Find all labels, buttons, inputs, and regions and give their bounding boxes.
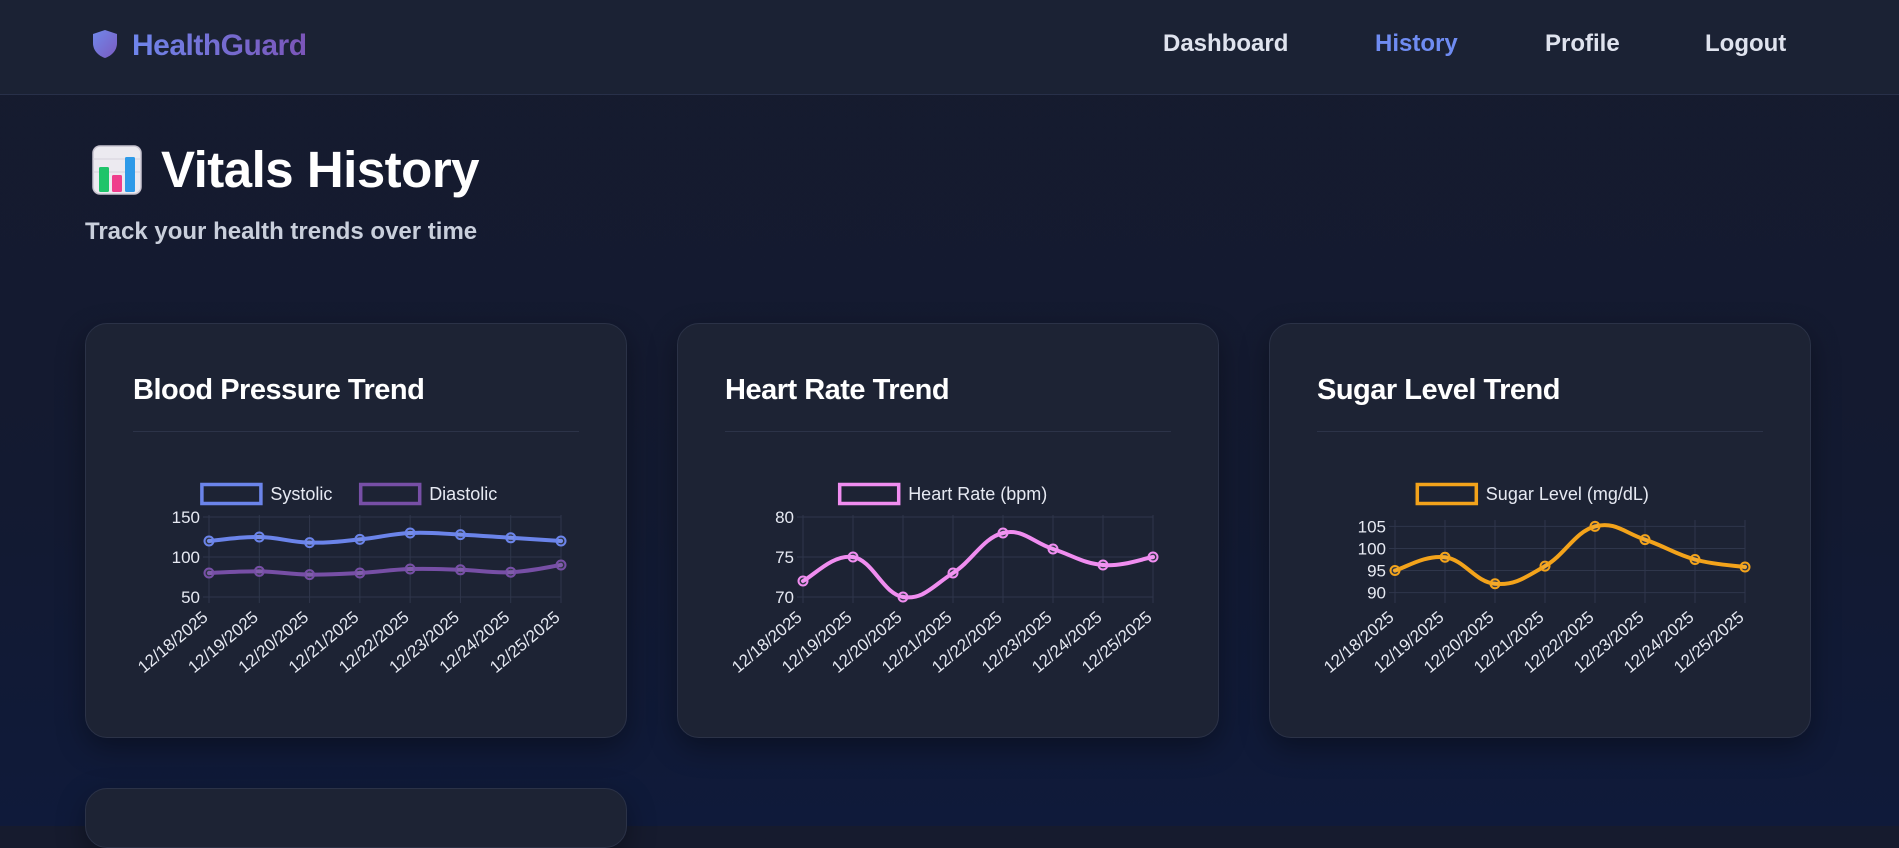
- data-point: [1539, 560, 1551, 572]
- data-point: [1689, 554, 1701, 565]
- brand-logo[interactable]: HealthGuard: [92, 28, 307, 64]
- data-point: [454, 564, 466, 576]
- chart-grid: [1389, 520, 1746, 603]
- data-point: [203, 535, 215, 547]
- data-point: [947, 567, 959, 579]
- legend-label: Systolic: [270, 484, 332, 504]
- nav-logout-link[interactable]: Logout: [1705, 30, 1787, 57]
- data-point: [797, 575, 809, 587]
- legend-swatch: [358, 482, 422, 506]
- page-subtitle: Track your health trends over time: [85, 218, 478, 245]
- data-point: [304, 537, 316, 549]
- bar-chart-icon: [92, 144, 142, 195]
- y-tick-label: 90: [1367, 584, 1386, 603]
- data-point: [1389, 565, 1401, 577]
- data-point: [404, 563, 416, 575]
- next-card-partial: [85, 788, 627, 848]
- blood-pressure-card: Blood Pressure Trend 50 100 150 12/18/2025 1…: [85, 323, 627, 738]
- data-point: [304, 569, 316, 581]
- data-point: [454, 529, 466, 541]
- data-point: [404, 527, 416, 539]
- card-divider: [1317, 431, 1763, 432]
- data-point: [555, 535, 567, 547]
- card-title: Heart Rate Trend: [725, 374, 950, 406]
- legend-label: Diastolic: [429, 484, 497, 504]
- card-title: Sugar Level Trend: [1317, 374, 1560, 406]
- y-tick-label: 105: [1358, 517, 1386, 536]
- data-point: [1589, 520, 1601, 532]
- legend-swatch: [837, 482, 901, 506]
- nav-dashboard-link[interactable]: Dashboard: [1163, 30, 1289, 57]
- data-point: [203, 567, 215, 579]
- legend-swatch: [1415, 482, 1479, 506]
- y-tick-label: 80: [775, 508, 794, 527]
- nav-profile-link[interactable]: Profile: [1545, 30, 1620, 57]
- y-tick-label: 50: [181, 588, 200, 607]
- sugar-level-card: Sugar Level Trend 90 95 100 105 12/18/2025 12…: [1269, 323, 1811, 738]
- sugar-level-chart[interactable]: 909510010512/18/202512/19/202512/20/2025…: [1270, 324, 1812, 739]
- legend-label: Sugar Level (mg/dL): [1486, 484, 1649, 504]
- data-point: [505, 566, 517, 578]
- blood-pressure-chart[interactable]: 5010015012/18/202512/19/202512/20/202512…: [86, 324, 628, 739]
- y-tick-label: 100: [172, 548, 200, 567]
- page-title: Vitals History: [161, 141, 480, 198]
- card-title: Blood Pressure Trend: [133, 374, 425, 406]
- card-divider: [725, 431, 1171, 432]
- data-point: [1147, 551, 1159, 563]
- y-tick-label: 75: [775, 548, 794, 567]
- data-point: [897, 591, 909, 603]
- y-tick-label: 70: [775, 588, 794, 607]
- chart-legend: Heart Rate (bpm): [837, 482, 1047, 506]
- data-point: [1639, 534, 1651, 546]
- series-line: [801, 530, 1155, 600]
- data-point: [1739, 561, 1751, 573]
- data-point: [354, 533, 366, 545]
- page-header: Vitals History Track your health trends …: [85, 140, 480, 245]
- nav-history-link[interactable]: History: [1375, 30, 1458, 57]
- data-point: [253, 565, 265, 577]
- data-point: [1047, 543, 1059, 555]
- brand-name: HealthGuard: [132, 29, 307, 62]
- chart-grid: [203, 515, 562, 603]
- shield-icon: [92, 29, 118, 64]
- legend-label: Heart Rate (bpm): [908, 484, 1047, 504]
- legend-swatch: [200, 482, 263, 506]
- data-point: [253, 531, 265, 543]
- data-point: [1489, 578, 1501, 590]
- data-point: [847, 551, 859, 563]
- chart-legend: Systolic Diastolic: [200, 482, 497, 506]
- y-tick-label: 95: [1367, 562, 1386, 581]
- data-point: [354, 567, 366, 579]
- series-line: [1393, 523, 1747, 586]
- top-navbar: HealthGuard Dashboard History Profile Lo…: [0, 0, 1899, 95]
- heart-rate-card: Heart Rate Trend 70 75 80 12/18/2025 12/19/2…: [677, 323, 1219, 738]
- data-point: [505, 532, 517, 544]
- chart-legend: Sugar Level (mg/dL): [1415, 482, 1649, 506]
- data-point: [1097, 559, 1109, 571]
- heart-rate-chart[interactable]: 70758012/18/202512/19/202512/20/202512/2…: [678, 324, 1220, 739]
- y-tick-label: 100: [1358, 539, 1386, 558]
- data-point: [1439, 551, 1451, 563]
- data-point: [997, 527, 1009, 539]
- y-tick-label: 150: [172, 508, 200, 527]
- data-point: [555, 559, 567, 571]
- card-divider: [133, 431, 579, 432]
